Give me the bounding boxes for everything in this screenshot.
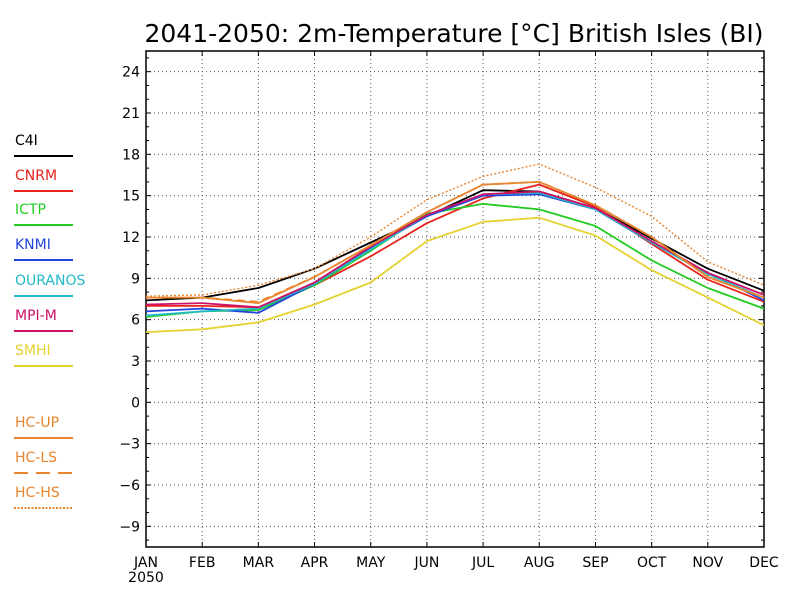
series-line-hc-hs	[145, 163, 765, 297]
legend-label: C4I	[15, 133, 38, 149]
grid	[146, 51, 764, 547]
x-tick-label: DEC	[749, 555, 779, 571]
series-line-hc-up	[146, 180, 765, 305]
y-tick-label: 6	[131, 313, 140, 329]
series-lines	[145, 163, 765, 333]
legend-item-hc-up: HC-UP	[14, 415, 73, 439]
legend-item-knmi: KNMI	[14, 237, 73, 261]
series-line-smhi	[145, 216, 765, 333]
x-tick-label: AUG	[524, 555, 555, 571]
legend-item-ouranos: OURANOS	[14, 273, 85, 297]
legend-label: MPI-M	[15, 308, 57, 324]
x-tick-label: OCT	[637, 555, 667, 571]
legend-label: HC-UP	[15, 415, 59, 431]
legend-item-ictp: ICTP	[14, 202, 73, 226]
legend-label: HC-HS	[15, 485, 60, 501]
x-tick-label: JUL	[471, 555, 494, 571]
legend-item-mpi-m: MPI-M	[14, 308, 73, 332]
legend-label: HC-LS	[15, 450, 57, 466]
x-tick-label: NOV	[692, 555, 723, 571]
x-tick-label: SEP	[582, 555, 608, 571]
y-tick-label: −9	[119, 519, 140, 535]
legend-label: KNMI	[15, 237, 51, 253]
y-tick-label: 3	[131, 354, 140, 370]
y-tick-label: 15	[122, 189, 140, 205]
legend-label: SMHI	[15, 343, 51, 359]
x-tick-label: APR	[301, 555, 329, 571]
series-line-mpi-m	[145, 190, 765, 309]
y-tick-label: −3	[119, 437, 140, 453]
y-tick-label: 0	[131, 395, 140, 411]
x-tick-label: JUN	[413, 555, 439, 571]
legend-label: ICTP	[15, 202, 46, 218]
x-tick-label: MAY	[356, 555, 386, 571]
legend-item-hc-ls: HC-LS	[14, 450, 73, 474]
legend-label: OURANOS	[15, 273, 85, 289]
legend-item-smhi: SMHI	[14, 343, 73, 367]
y-tick-label: 18	[122, 147, 140, 163]
legend-item-hc-hs: HC-HS	[14, 485, 73, 509]
legend-label: CNRM	[15, 168, 57, 184]
x-tick-label: MAR	[243, 555, 275, 571]
y-tick-label: 9	[131, 271, 140, 287]
series-line-hc-ls	[146, 180, 765, 303]
y-tick-label: 12	[122, 230, 140, 246]
x-year-label: 2050	[128, 570, 164, 586]
legend-item-c4i: C4I	[14, 133, 73, 157]
axes: −9 −6 −3 0 3 6 9 12 15 18 21 24 JAN FEB MAR APR MAY JUN JU…	[119, 50, 779, 586]
y-tick-label: −6	[119, 478, 140, 494]
legend-item-cnrm: CNRM	[14, 168, 73, 192]
series-line-ictp	[145, 202, 765, 318]
x-tick-label: JAN	[133, 555, 158, 571]
plot-frame	[145, 50, 765, 548]
x-tick-label: FEB	[189, 555, 216, 571]
y-tick-label: 24	[122, 65, 140, 81]
legend: C4I CNRM ICTP KNMI OURANOS MPI-M SMHI HC-UP HC-L…	[14, 133, 85, 509]
y-tick-label: 21	[122, 106, 140, 122]
chart-title: 2041-2050: 2m-Temperature [°C] British I…	[144, 19, 763, 48]
